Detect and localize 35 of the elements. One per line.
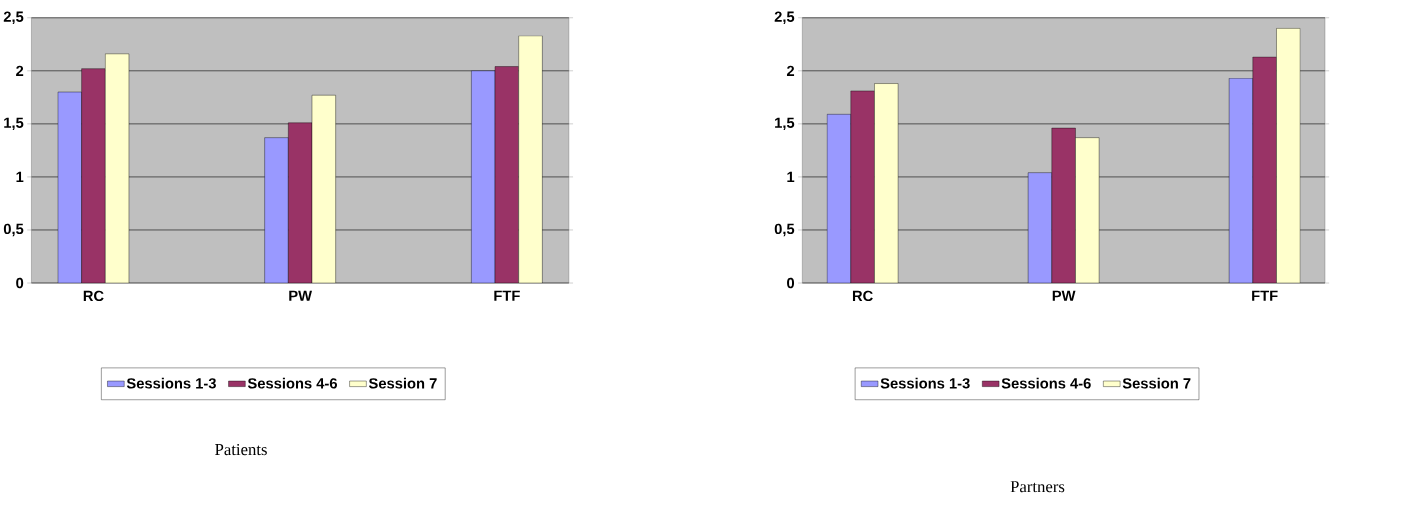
y-tick-label: 1,5 (775, 117, 795, 131)
legend-label: Sessions 4-6 (247, 377, 338, 389)
x-tick-label: RC (83, 290, 104, 302)
y-tick-label: 0,5 (774, 223, 795, 237)
bar (264, 137, 289, 284)
y-tick-label: 2 (786, 65, 795, 77)
x-tick-label: FTF (1252, 290, 1278, 301)
text: Partners (1010, 481, 1065, 493)
bar (518, 35, 543, 284)
x-tick-label: PW (289, 290, 312, 301)
y-tick-label: 2 (16, 65, 24, 77)
x-tick-label: PW (1052, 290, 1076, 301)
x-tick-label: FTF (494, 290, 520, 301)
bar (471, 70, 496, 284)
y-tick-label: 0 (16, 277, 24, 289)
legend-label: Sessions 4-6 (1001, 377, 1091, 389)
y-tick-label: 2,5 (774, 11, 795, 25)
bar (81, 68, 106, 284)
bar (288, 122, 313, 284)
legend-label: Sessions 1-3 (126, 377, 216, 389)
x-tick-label: RC (852, 290, 873, 302)
bar (311, 95, 336, 284)
text: Patients (215, 444, 267, 456)
y-tick-label: 1 (16, 171, 24, 183)
legend-label: Session 7 (1122, 377, 1191, 389)
legend-label: Sessions 1-3 (880, 377, 970, 389)
legend-label: Session 7 (368, 377, 437, 389)
bar (57, 91, 82, 284)
bar (494, 66, 519, 284)
y-tick-label: 1,5 (4, 117, 24, 131)
y-tick-label: 0 (787, 277, 795, 289)
bar (105, 53, 130, 284)
y-tick-label: 2,5 (3, 11, 24, 25)
y-tick-label: 0,5 (3, 223, 24, 237)
y-tick-label: 1 (787, 171, 795, 183)
